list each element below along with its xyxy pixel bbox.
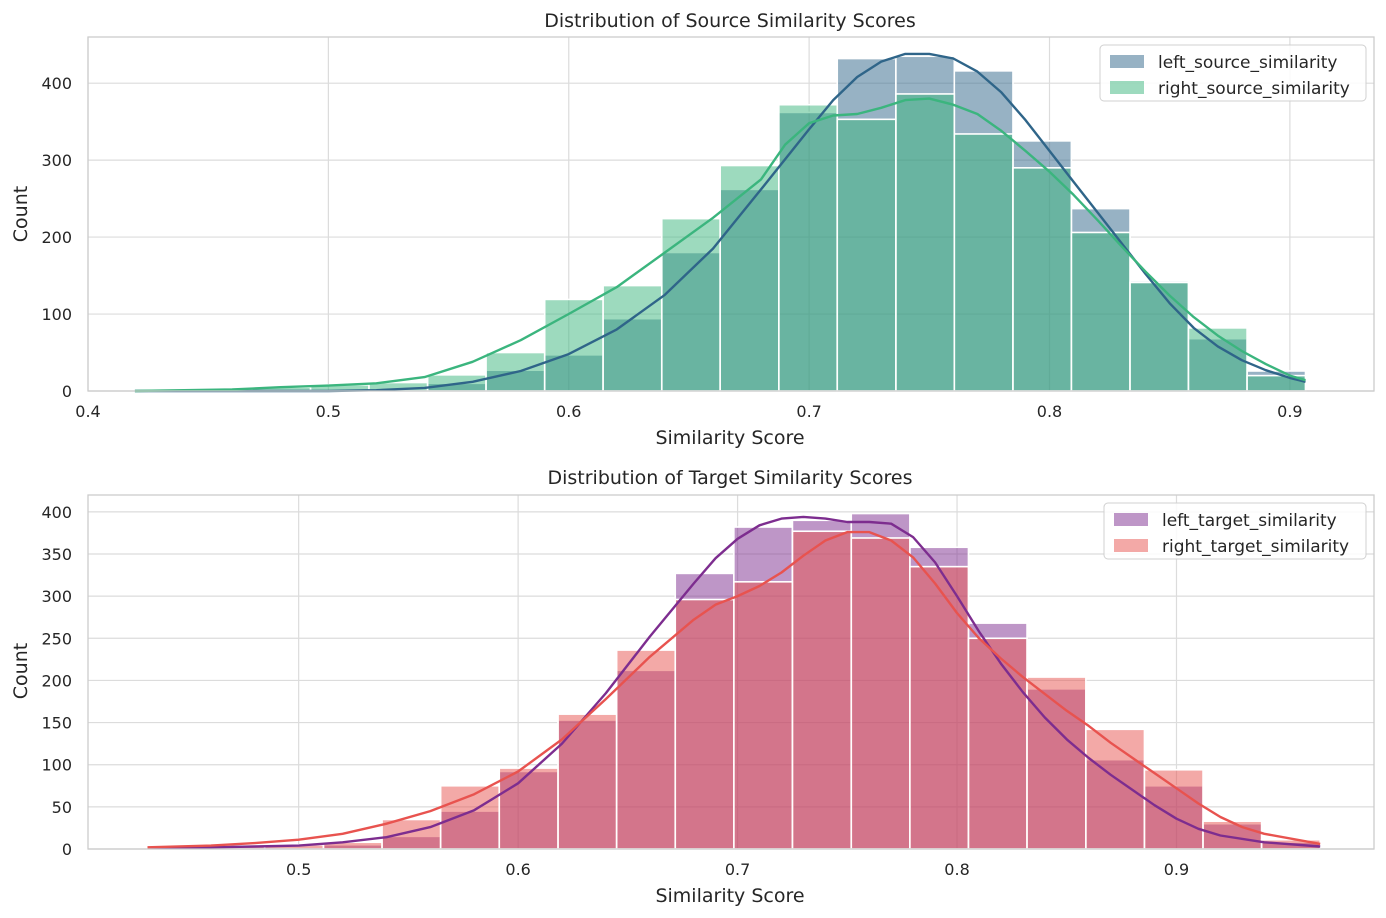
y-tick-label: 400: [41, 74, 72, 93]
y-tick-label: 50: [52, 798, 72, 817]
y-tick-label: 400: [41, 503, 72, 522]
y-tick-label: 200: [41, 228, 72, 247]
legend-swatch: [1114, 539, 1148, 552]
y-tick-label: 350: [41, 545, 72, 564]
x-axis-label: Similarity Score: [655, 885, 804, 907]
kde-curve-right_source_similarity: [134, 97, 1306, 393]
kde-curve-left_source_similarity: [134, 52, 1306, 393]
histogram-bar-right_target_similarity: [1143, 768, 1204, 850]
x-tick-label: 0.5: [316, 402, 341, 421]
y-tick-label: 200: [41, 671, 72, 690]
x-tick-label: 0.7: [796, 402, 821, 421]
y-tick-label: 300: [41, 151, 72, 170]
histogram-bar-right_source_similarity: [895, 93, 956, 392]
histogram-bar-right_source_similarity: [1012, 167, 1073, 392]
kde-curve-left_target_similarity: [147, 515, 1321, 850]
histogram-bar-right_source_similarity: [1187, 327, 1248, 392]
histogram-bar-right_source_similarity: [660, 217, 721, 392]
histogram-bar-right_source_similarity: [543, 298, 604, 392]
histogram-bar-right_target_similarity: [498, 767, 559, 850]
histogram-bar-right_source_similarity: [1070, 231, 1131, 392]
histogram-bar-right_target_similarity: [674, 598, 735, 850]
legend-label: left_source_similarity: [1158, 53, 1337, 73]
histogram-bar-right_target_similarity: [381, 818, 442, 850]
histogram-bar-right_target_similarity: [615, 649, 677, 850]
x-tick-label: 0.8: [1037, 402, 1062, 421]
histogram-bar-right_target_similarity: [909, 565, 970, 850]
histogram-bar-right_target_similarity: [733, 581, 794, 850]
legend-swatch: [1114, 513, 1148, 526]
histogram-bar-right_target_similarity: [1202, 820, 1263, 850]
x-axis-label: Similarity Score: [655, 427, 804, 449]
legend-swatch: [1110, 81, 1144, 94]
histogram-bar-right_source_similarity: [953, 133, 1014, 392]
legend-swatch: [1110, 55, 1144, 68]
legend-box: [1099, 44, 1367, 102]
kde-curve-right_target_similarity: [147, 530, 1321, 849]
kde-curves: [134, 52, 1306, 393]
y-axis-label: Count: [10, 643, 32, 699]
plot-frame: [87, 494, 1375, 850]
x-tick-label: 0.6: [505, 860, 530, 879]
x-tick-label: 0.9: [1164, 860, 1189, 879]
histogram-bar-right_source_similarity: [778, 103, 839, 392]
chart-title: Distribution of Target Similarity Scores: [547, 467, 912, 489]
legend-label: left_target_similarity: [1162, 511, 1337, 531]
legend: left_source_similarity right_source_simil…: [1099, 44, 1367, 102]
legend-label: right_source_similarity: [1158, 79, 1350, 99]
y-tick-label: 250: [41, 629, 72, 648]
y-tick-label: 300: [41, 587, 72, 606]
x-tick-label: 0.6: [556, 402, 581, 421]
y-tick-label: 100: [41, 305, 72, 324]
histogram-bar-right_target_similarity: [1026, 676, 1087, 850]
legend-box: [1103, 502, 1367, 560]
histogram-bar-right_target_similarity: [967, 637, 1028, 850]
target-similarity-panel: Distribution of Target Similarity Scores…: [10, 467, 1375, 907]
x-tick-label: 0.5: [286, 860, 311, 879]
x-tick-label: 0.4: [75, 402, 100, 421]
legend-label: right_target_similarity: [1162, 537, 1349, 557]
y-tick-label: 0: [62, 382, 72, 401]
histogram-bar-right_target_similarity: [791, 530, 853, 850]
x-tick-label: 0.8: [944, 860, 969, 879]
source-similarity-panel: Distribution of Source Similarity Scores…: [10, 10, 1375, 449]
y-axis-label: Count: [10, 186, 32, 242]
legend: left_target_similarity right_target_simil…: [1103, 502, 1367, 560]
histogram-bar-right_target_similarity: [1085, 728, 1146, 850]
y-tick-label: 150: [41, 714, 72, 733]
histogram-bar-right_source_similarity: [1129, 281, 1190, 392]
tick-labels: 0.5 0.6 0.7 0.8 0.9 0 50 100 150 200 250 300 350 400: [41, 503, 1189, 879]
y-tick-label: 0: [62, 840, 72, 859]
x-tick-label: 0.9: [1277, 402, 1302, 421]
histogram-bar-right_source_similarity: [836, 118, 897, 392]
plot-frame: [87, 36, 1375, 392]
chart-title: Distribution of Source Similarity Scores: [544, 10, 916, 32]
histogram-bar-right_source_similarity: [719, 164, 780, 392]
kde-curves: [147, 515, 1321, 850]
histogram-bars: [146, 512, 1322, 850]
y-tick-label: 100: [41, 756, 72, 775]
x-tick-label: 0.7: [725, 860, 750, 879]
tick-labels: 0.4 0.5 0.6 0.7 0.8 0.9 0 100 200 300 400: [41, 74, 1302, 421]
histogram-bar-right_target_similarity: [850, 537, 911, 850]
histogram-bar-right_source_similarity: [602, 284, 663, 392]
